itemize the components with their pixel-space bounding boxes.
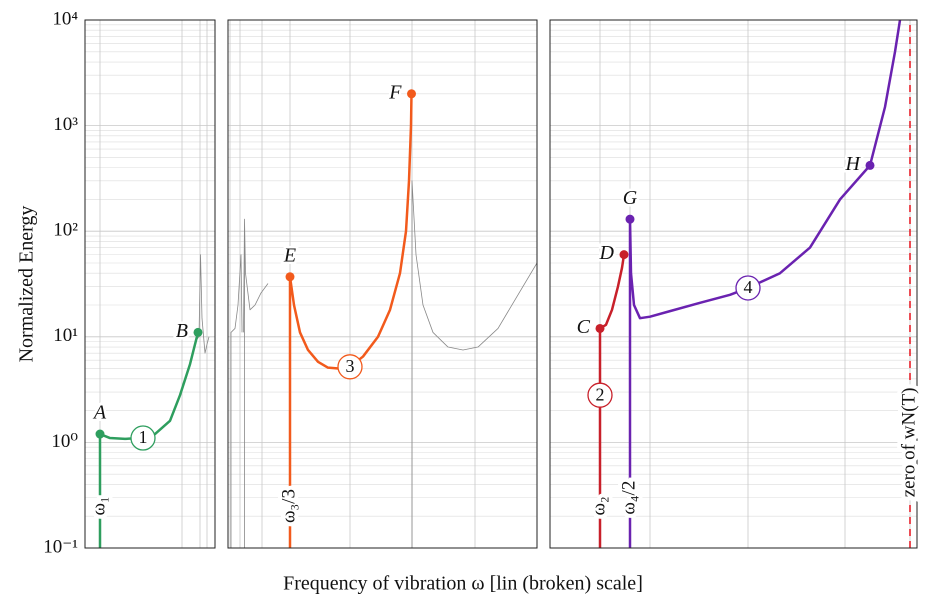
- curve-number: 4: [744, 277, 753, 297]
- panel: 1 A B: [84, 19, 216, 549]
- frequency-label: ω₁: [88, 496, 109, 515]
- frequency-label: ω₂: [588, 496, 609, 515]
- point-label: B: [176, 320, 188, 342]
- curve-marker: [735, 275, 761, 301]
- y-tick-label: 10²: [53, 220, 78, 241]
- point-label: A: [92, 402, 107, 424]
- point: [865, 160, 875, 170]
- point-label: G: [623, 187, 638, 209]
- curve-number: 1: [139, 427, 148, 447]
- curve: [411, 180, 537, 548]
- plot-area: [230, 93, 537, 548]
- point-label: D: [599, 242, 615, 264]
- curve: [628, 20, 902, 548]
- frequency-label: zero of wN(T): [898, 388, 919, 498]
- point-label: E: [283, 244, 296, 266]
- curve: [288, 93, 413, 548]
- point: [619, 250, 629, 260]
- y-tick-label: 10⁴: [52, 8, 78, 29]
- point: [193, 327, 203, 337]
- y-axis-label: Normalized Energy: [16, 206, 38, 363]
- y-tick-label: 10¹: [53, 325, 78, 346]
- curve-marker: [337, 354, 363, 380]
- curve-number: 2: [596, 384, 605, 404]
- point: [407, 89, 416, 99]
- point-label: H: [845, 153, 862, 175]
- y-tick-label: 10³: [53, 114, 78, 135]
- panel: 3 E F: [227, 19, 538, 549]
- y-tick-label: 10⁰: [51, 431, 78, 452]
- panel-frame: [549, 19, 918, 549]
- point: [285, 272, 295, 282]
- curve-number: 3: [346, 356, 355, 376]
- panel-frame: [227, 19, 538, 549]
- point: [625, 214, 635, 224]
- frequency-label: ω₃/3: [278, 489, 299, 523]
- point: [595, 323, 605, 333]
- curve-marker: [587, 382, 613, 408]
- point-label: F: [388, 81, 402, 103]
- point: [95, 429, 105, 439]
- panel: 2 4 C D G H: [549, 19, 918, 549]
- frequency-label: ω₄/2: [618, 481, 639, 515]
- curve: [230, 218, 269, 548]
- panel-frame: [84, 19, 216, 549]
- point-label: C: [577, 316, 591, 338]
- y-tick-label: 10⁻¹: [43, 536, 78, 557]
- curve-marker: [130, 425, 156, 451]
- x-axis-label: Frequency of vibration ω [lin (broken) s…: [283, 573, 643, 595]
- plot-area: [98, 254, 210, 548]
